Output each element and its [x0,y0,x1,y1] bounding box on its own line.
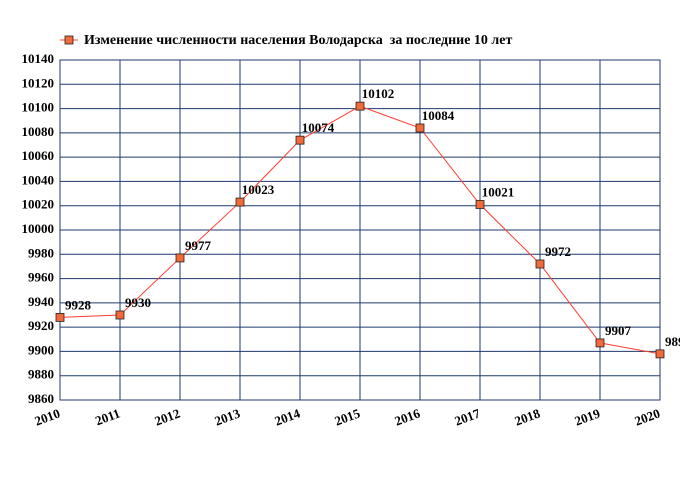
x-tick-label: 2013 [212,405,242,428]
y-tick-label: 9980 [28,245,54,260]
y-tick-label: 10000 [22,221,55,236]
y-tick-label: 10060 [22,148,55,163]
x-tick-label: 2019 [572,405,602,428]
marker [115,310,125,320]
y-tick-label: 9920 [28,318,54,333]
y-tick-label: 9860 [28,391,54,406]
marker [475,200,485,209]
y-tick-label: 10140 [22,51,55,66]
data-label: 9977 [185,238,212,253]
marker [175,253,185,263]
x-tick-label: 2016 [392,405,422,428]
legend-marker [64,35,74,45]
marker [415,123,425,133]
marker [235,197,245,207]
data-label: 10102 [362,86,395,101]
y-tick-label: 9960 [28,270,54,285]
x-tick-label: 2015 [332,405,362,428]
legend-label: Изменение численности населения Володарс… [84,33,512,48]
y-tick-label: 9900 [28,342,54,357]
x-tick-label: 2014 [272,405,302,428]
x-tick-label: 2010 [32,406,62,429]
marker [355,101,365,111]
y-tick-label: 10080 [22,124,55,139]
y-tick-label: 10120 [22,75,55,90]
y-tick-label: 10040 [22,172,55,187]
y-tick-label: 10100 [22,100,55,115]
data-label: 10023 [242,182,275,197]
data-label: 9907 [605,323,632,338]
data-label: 9930 [125,295,151,310]
y-tick-label: 9940 [28,294,54,309]
y-tick-label: 9880 [28,367,54,382]
data-label: 9972 [545,244,571,259]
marker [55,313,65,322]
marker [295,135,305,145]
data-label: 10084 [422,108,455,123]
marker [595,338,605,348]
x-tick-label: 2020 [632,406,662,429]
x-tick-label: 2012 [152,406,182,429]
marker [535,259,545,269]
y-tick-label: 10020 [22,197,55,212]
x-tick-label: 2018 [512,405,542,428]
data-label: 10074 [302,120,335,135]
data-label: 9928 [65,297,92,312]
marker [655,349,665,359]
x-tick-label: 2017 [452,405,482,428]
data-label: 9898 [665,334,680,349]
x-tick-label: 2011 [93,406,122,429]
data-label: 10021 [482,184,515,199]
